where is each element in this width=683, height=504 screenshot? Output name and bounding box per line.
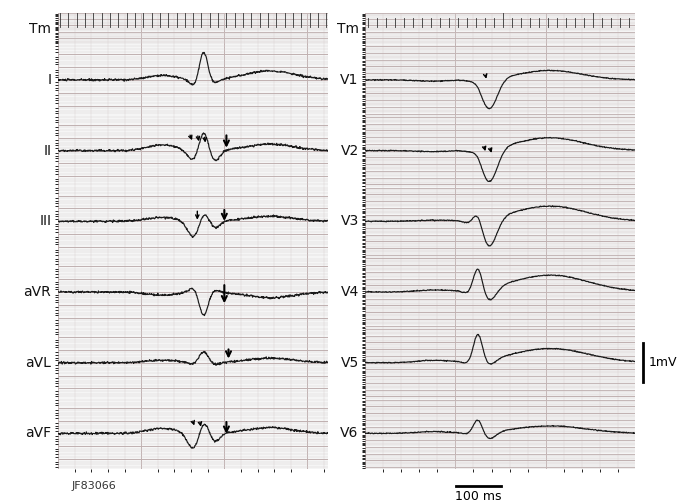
- Text: V5: V5: [340, 356, 359, 369]
- Text: aVF: aVF: [25, 426, 51, 440]
- Text: Tm: Tm: [337, 22, 359, 36]
- Text: V4: V4: [340, 285, 359, 299]
- Text: 100 ms: 100 ms: [456, 490, 502, 503]
- Text: 1mV: 1mV: [649, 356, 678, 369]
- Text: V2: V2: [340, 144, 359, 158]
- Text: V3: V3: [340, 214, 359, 228]
- Text: Tm: Tm: [29, 22, 51, 36]
- Text: II: II: [43, 144, 51, 158]
- Text: III: III: [40, 214, 51, 228]
- Text: aVL: aVL: [25, 356, 51, 369]
- Text: V1: V1: [340, 73, 359, 87]
- Text: V6: V6: [340, 426, 359, 440]
- Text: aVR: aVR: [23, 285, 51, 299]
- Text: JF83066: JF83066: [72, 481, 117, 491]
- Text: I: I: [47, 73, 51, 87]
